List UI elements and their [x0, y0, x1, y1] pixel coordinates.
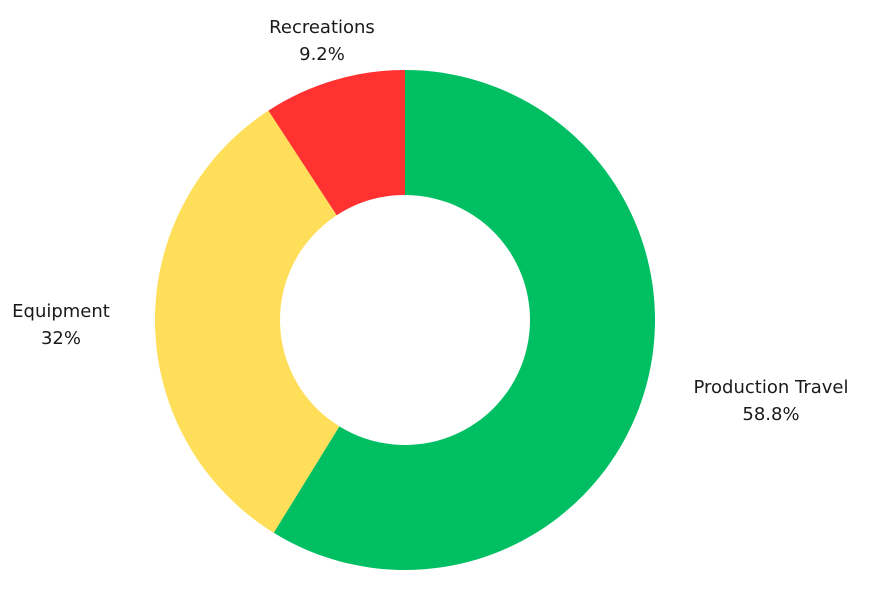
slice-label-production-travel: Production Travel	[694, 377, 849, 398]
slice-label-recreations: Recreations	[269, 17, 375, 38]
donut-slice-production-travel	[273, 70, 655, 570]
donut-slice-recreations	[268, 70, 405, 216]
slice-label-equipment: Equipment	[12, 301, 110, 322]
slice-value-production-travel: 58.8%	[742, 404, 799, 425]
slice-value-equipment: 32%	[41, 328, 81, 349]
slice-value-recreations: 9.2%	[299, 44, 345, 65]
donut-slices	[155, 70, 655, 570]
donut-slice-equipment	[155, 110, 340, 533]
